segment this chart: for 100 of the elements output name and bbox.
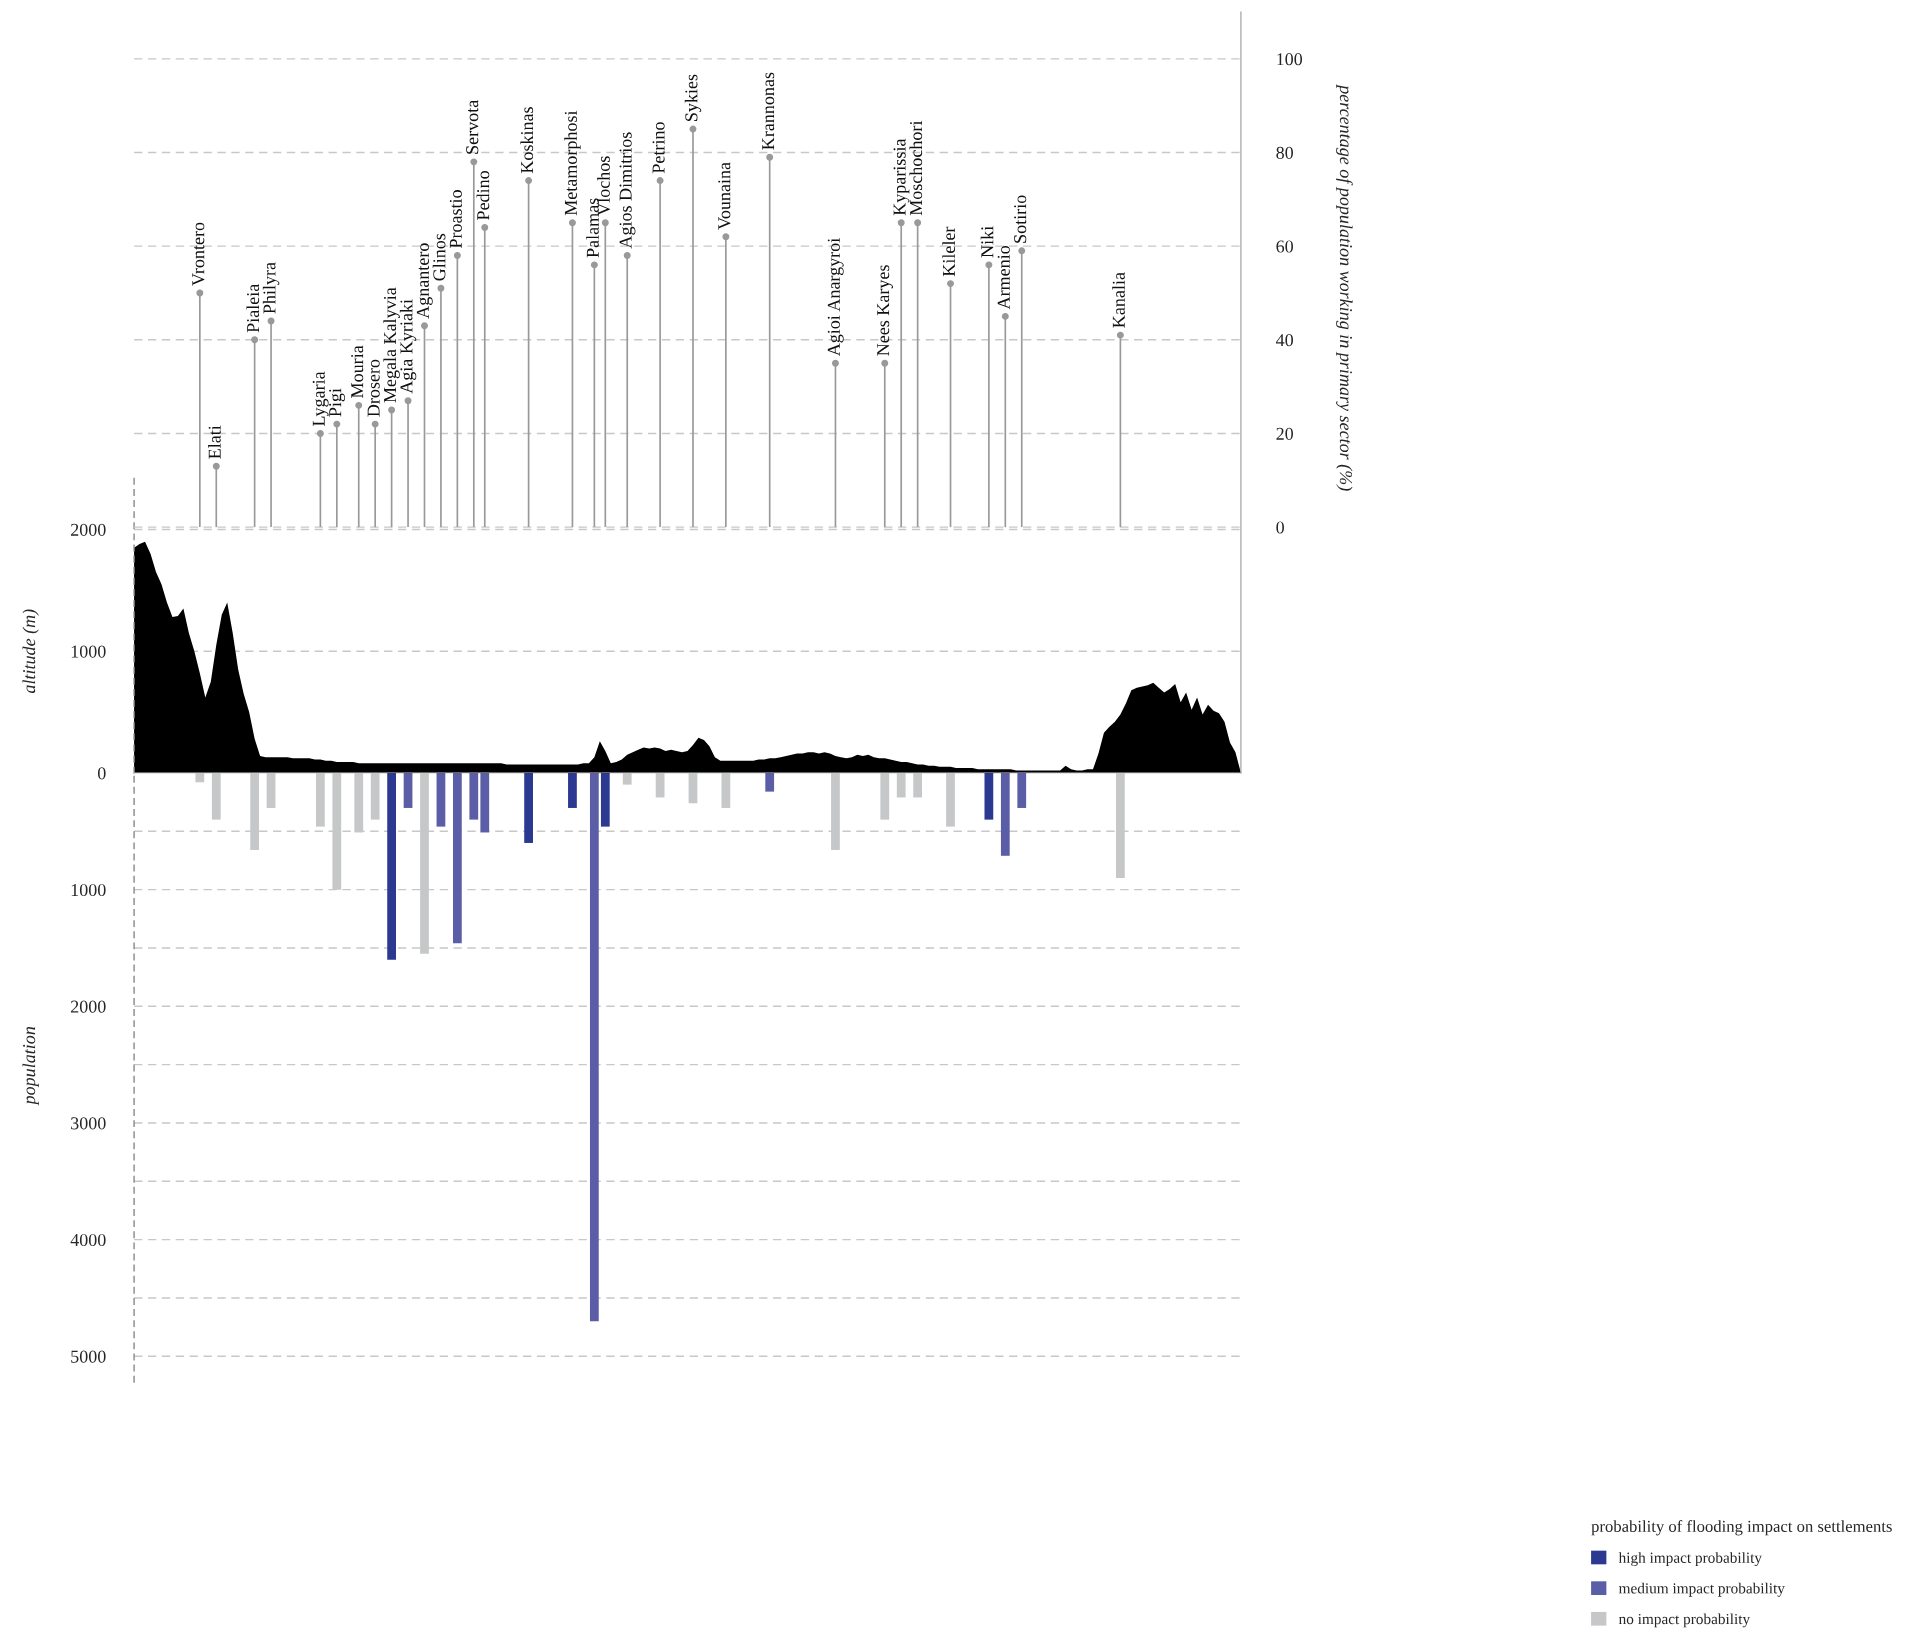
- legend-label: no impact probability: [1618, 1613, 1751, 1628]
- x-tick-label: Koskinas: [520, 107, 534, 174]
- y-tick-label: 1000: [71, 883, 106, 897]
- legend-label: high impact probability: [1618, 1552, 1762, 1567]
- bar: [469, 772, 479, 820]
- y-tick-label: 2000: [70, 1000, 106, 1013]
- point: [251, 336, 259, 344]
- point: [881, 359, 889, 367]
- y-axis-title: population: [22, 1026, 39, 1106]
- bar: [387, 772, 396, 960]
- point: [623, 252, 631, 259]
- point: [196, 289, 204, 297]
- bar: [600, 772, 610, 827]
- y-tick-label: 1000: [71, 645, 106, 658]
- x-tick-label: Vounaina: [718, 162, 731, 230]
- x-tick-label: Elati: [208, 425, 221, 459]
- point: [267, 317, 275, 325]
- bar: [589, 772, 599, 1322]
- x-tick-label: Vrontero: [192, 222, 205, 286]
- legend-title: probability of flooding impact on settlements: [1591, 1520, 1892, 1536]
- point: [947, 280, 954, 288]
- point: [568, 219, 576, 227]
- point: [212, 462, 220, 470]
- x-tick-label: Kyparissia: [893, 138, 910, 216]
- point: [590, 261, 598, 269]
- point: [1001, 312, 1009, 320]
- point: [525, 177, 533, 185]
- x-tick-label: Pigi: [329, 388, 346, 417]
- y-tick-label: 3000: [71, 1117, 106, 1130]
- bar: [436, 772, 446, 827]
- x-tick-label: Palamas: [586, 198, 599, 258]
- x-tick-label: Pialeia: [246, 283, 260, 333]
- point: [388, 406, 396, 414]
- y2-tick-label: 20: [1276, 427, 1294, 440]
- x-tick-label: Petrino: [652, 122, 665, 174]
- x-tick-label: Megala Kalyvia: [383, 287, 400, 403]
- point: [689, 125, 697, 133]
- bar: [765, 772, 775, 792]
- bar: [1000, 772, 1010, 856]
- x-tick-label: Agioi Anargyroi: [827, 238, 844, 357]
- x-tick-label: Pedino: [476, 171, 490, 220]
- point: [1116, 331, 1124, 339]
- point: [766, 153, 774, 161]
- bar: [984, 772, 994, 820]
- bar: [403, 772, 413, 808]
- bar: [524, 772, 533, 843]
- x-tick-label: Glinos: [432, 233, 446, 281]
- point: [371, 420, 379, 428]
- x-tick-label: Kanalia: [1112, 272, 1125, 328]
- point: [831, 359, 839, 367]
- x-tick-label: Moschochori: [909, 120, 923, 216]
- point: [601, 219, 609, 227]
- bar: [452, 772, 462, 944]
- x-tick-label: Krannonas: [762, 72, 775, 150]
- point: [316, 429, 324, 437]
- y2-tick-label: 60: [1276, 240, 1294, 253]
- x-tick-label: Mouria: [351, 345, 364, 398]
- x-tick-label: Nees Karyes: [877, 265, 893, 356]
- point: [1018, 247, 1026, 255]
- point: [914, 219, 922, 227]
- x-tick-label: Agios Dimitrios: [619, 132, 636, 249]
- bar: [480, 772, 490, 833]
- x-tick-label: Lygaria: [312, 371, 329, 426]
- y-tick-label: 2000: [70, 523, 106, 536]
- x-tick-label: Metamorphosi: [564, 110, 581, 216]
- y2-tick-label: 80: [1276, 146, 1294, 159]
- point: [355, 401, 363, 409]
- bar: [568, 772, 577, 808]
- legend-label: medium impact probability: [1618, 1582, 1785, 1597]
- x-tick-label: Sotirio: [1014, 195, 1027, 243]
- y-tick-label: 5000: [71, 1350, 106, 1363]
- x-tick-label: Kileler: [942, 226, 956, 277]
- point: [481, 223, 489, 231]
- y-axis-title: altitude (m): [22, 609, 39, 694]
- point: [722, 233, 730, 241]
- point: [404, 397, 412, 405]
- x-tick-label: Armenio: [997, 245, 1010, 310]
- point: [985, 261, 993, 269]
- y-tick-label: 4000: [70, 1233, 106, 1247]
- point: [453, 252, 461, 259]
- point: [656, 177, 664, 185]
- x-tick-label: Drosero: [367, 359, 380, 417]
- x-tick-label: Sykies: [684, 74, 702, 121]
- point: [470, 158, 478, 166]
- x-tick-label: Vlochos: [597, 156, 610, 216]
- x-tick-label: Agnantero: [416, 243, 433, 319]
- x-tick-label: Niki: [980, 226, 994, 258]
- y2-axis-title: percentage of population working in primary sector (%): [1336, 84, 1353, 491]
- y2-tick-label: 0: [1276, 521, 1284, 534]
- x-tick-label: Proastio: [449, 190, 462, 249]
- x-tick-label: Philyra: [262, 262, 280, 314]
- point: [897, 219, 905, 227]
- x-tick-label: Agia Kyriaki: [399, 299, 417, 394]
- point: [421, 322, 428, 330]
- y2-tick-label: 100: [1277, 53, 1303, 66]
- x-tick-label: Servota: [466, 100, 479, 154]
- point: [333, 420, 341, 428]
- y2-tick-label: 40: [1276, 334, 1294, 347]
- point: [437, 284, 445, 292]
- bar: [1017, 772, 1027, 808]
